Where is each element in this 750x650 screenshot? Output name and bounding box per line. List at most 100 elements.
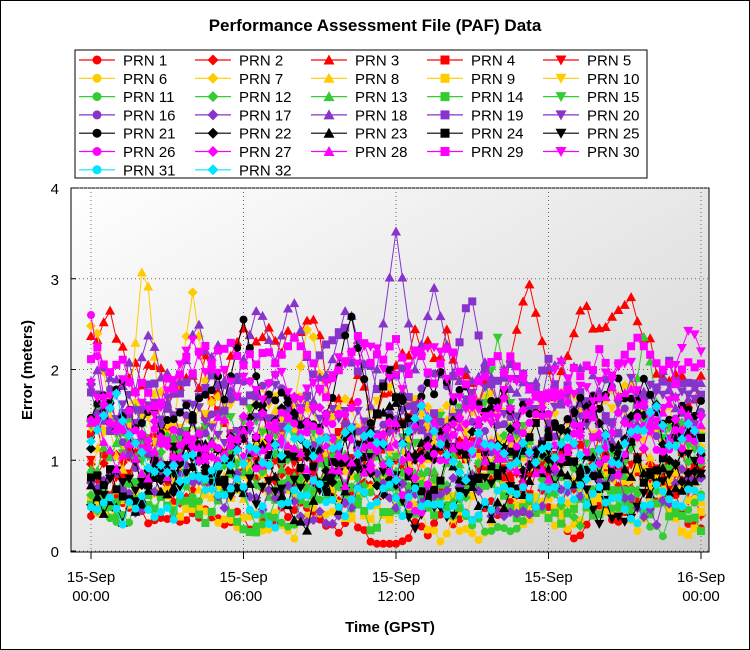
data-point [417,479,426,488]
data-point [455,386,464,395]
data-point [697,433,705,442]
data-point [651,417,662,427]
data-point [295,404,306,415]
data-point [366,514,375,523]
data-point [441,449,452,460]
legend-label: PRN 25 [587,126,640,143]
data-point [200,410,211,420]
data-point [144,388,153,397]
data-point [105,474,116,484]
data-point [633,455,642,464]
data-point [563,457,572,466]
data-point [479,473,490,483]
data-point [220,406,229,415]
data-point [684,434,693,443]
data-point [384,441,395,451]
data-point [696,370,706,380]
data-point [290,486,299,495]
legend-label: PRN 2 [239,53,283,70]
data-point [360,452,369,461]
data-point [594,428,605,439]
data-point [391,397,401,407]
data-point [658,447,667,456]
data-point [658,472,667,481]
data-point [295,325,306,335]
data-point [582,361,591,370]
data-point [118,355,127,364]
data-point [194,442,205,452]
data-point [155,450,166,460]
data-point [537,397,548,407]
data-point [441,400,452,411]
data-point [683,326,694,336]
data-point [308,451,319,462]
data-point [499,386,510,396]
data-point [359,417,370,427]
legend-marker [323,146,335,156]
data-point [608,371,617,380]
data-point [366,436,375,445]
y-tick-label: 4 [51,181,59,198]
data-point [163,374,172,383]
data-point [595,345,604,354]
data-point [519,517,528,526]
data-point [511,412,522,422]
data-point [587,461,598,472]
data-point [340,453,351,464]
data-point [417,522,426,531]
legend-label: PRN 12 [239,89,292,106]
data-point [473,435,484,445]
data-point [449,430,458,439]
data-point [505,374,516,384]
data-point [601,412,610,421]
data-point [340,359,351,369]
data-point [150,379,159,388]
data-point [614,517,623,526]
data-point [289,443,300,453]
data-point [137,492,146,501]
data-point [175,427,184,436]
data-point [544,503,553,512]
legend-label: PRN 30 [587,144,640,161]
data-point [505,460,516,471]
data-point [524,279,535,289]
data-point [207,386,216,395]
data-point [436,359,445,368]
data-point [639,374,648,383]
data-point [505,482,516,492]
data-point [442,510,451,519]
data-point [486,479,497,489]
legend-label: PRN 16 [123,107,176,124]
data-point [422,450,433,460]
data-point [696,420,706,430]
data-point [467,388,478,398]
data-point [125,469,134,478]
data-point [136,267,147,277]
data-point [181,434,192,444]
data-point [232,433,243,443]
data-point [436,537,445,546]
data-point [118,492,127,501]
legend-marker [440,128,450,138]
data-point [125,450,134,459]
data-point [372,350,381,359]
data-point [664,470,675,480]
data-point [633,412,642,421]
data-point [321,433,332,444]
data-point [131,478,140,487]
data-point [87,512,95,521]
data-point [264,348,273,357]
data-point [124,474,135,484]
data-point [321,518,332,529]
data-point [430,409,439,418]
data-point [519,429,528,438]
data-point [314,402,325,413]
data-point [92,413,103,423]
data-point [213,460,224,471]
data-point [651,368,662,378]
data-point [582,492,591,501]
data-point [130,406,141,416]
legend-label: PRN 10 [587,71,640,88]
data-point [468,297,477,306]
data-point [144,491,153,500]
